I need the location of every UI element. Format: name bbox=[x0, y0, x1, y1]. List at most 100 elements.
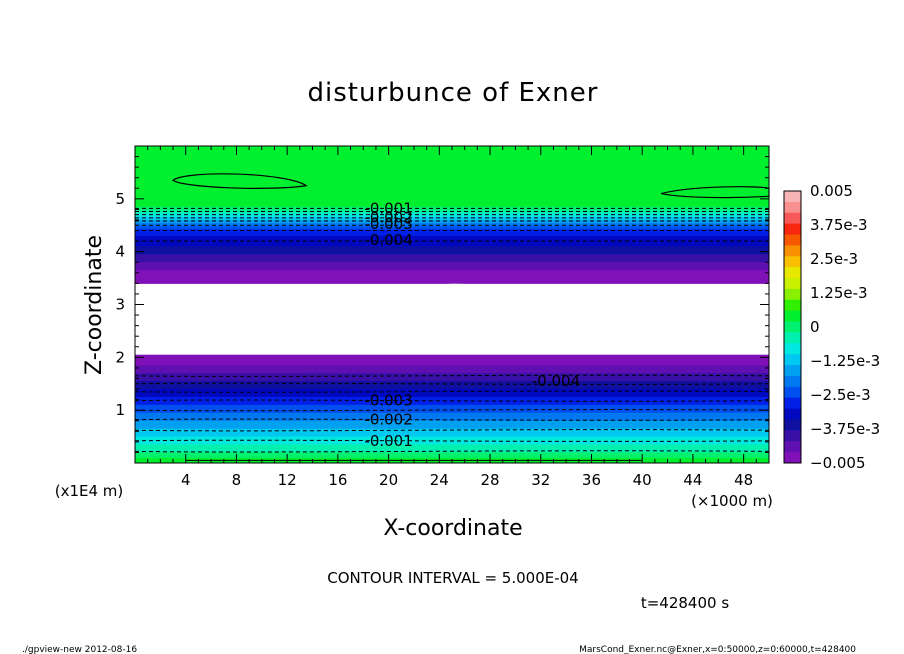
contour-dashed bbox=[134, 390, 770, 393]
colorbar-swatch bbox=[784, 332, 801, 344]
band-bottom bbox=[135, 412, 769, 422]
colorbar-frame bbox=[783, 190, 802, 464]
colorbar-swatch bbox=[784, 245, 801, 257]
band-top bbox=[135, 219, 769, 224]
data-source-info: MarsCond_Exner.nc@Exner,x=0:50000,z=0:60… bbox=[579, 645, 856, 654]
contour-lines bbox=[134, 173, 770, 461]
x-tick-label: 12 bbox=[278, 471, 297, 489]
band-bottom bbox=[135, 354, 769, 366]
colorbar-swatch bbox=[784, 430, 801, 442]
band-top bbox=[135, 254, 769, 263]
y-tick-label: 1 bbox=[115, 401, 125, 419]
plot-area: -0.001-0.002-0.003-0.004-0.004-0.003-0.0… bbox=[115, 145, 770, 489]
colorbar-swatch bbox=[784, 441, 801, 453]
colorbar-swatch bbox=[784, 408, 801, 420]
x-tick-label: 36 bbox=[582, 471, 601, 489]
y-tick-label: 2 bbox=[115, 348, 125, 366]
x-tick-label: 8 bbox=[232, 471, 242, 489]
colorbar-label: 1.25e-3 bbox=[810, 284, 868, 302]
contour-dashed bbox=[134, 382, 770, 385]
x-tick-label: 20 bbox=[379, 471, 398, 489]
colorbar bbox=[784, 191, 801, 464]
contour-dashed bbox=[134, 374, 770, 377]
program-info: ./gpview-new 2012-08-16 bbox=[22, 645, 137, 654]
band-bottom bbox=[135, 389, 769, 398]
y-axis-label: Z-coordinate bbox=[82, 235, 107, 375]
colorbar-swatch bbox=[784, 343, 801, 355]
colorbar-label: −2.5e-3 bbox=[810, 386, 871, 404]
contour-label: -0.002 bbox=[364, 208, 412, 226]
band-top bbox=[135, 206, 769, 211]
x-tick-label: 32 bbox=[531, 471, 550, 489]
band-bottom bbox=[135, 404, 769, 414]
colorbar-label: 3.75e-3 bbox=[810, 216, 868, 234]
contour-label: -0.004 bbox=[532, 372, 580, 390]
chart-title: disturbunce of Exner bbox=[308, 78, 599, 108]
band-top bbox=[135, 226, 769, 230]
y-tick-label: 3 bbox=[115, 296, 125, 314]
contour-labels: -0.001-0.002-0.003-0.004-0.004-0.003-0.0… bbox=[364, 199, 580, 449]
x-tick-label: 16 bbox=[328, 471, 347, 489]
x-unit-label: (×1000 m) bbox=[691, 492, 773, 510]
contour-dashed bbox=[134, 409, 770, 412]
colorbar-swatch bbox=[784, 201, 801, 214]
contour-dashed bbox=[134, 399, 770, 402]
band-bottom bbox=[135, 381, 769, 390]
band-top bbox=[135, 213, 769, 218]
colorbar-swatch bbox=[784, 278, 801, 290]
band-top bbox=[135, 262, 769, 271]
colorbar-label: −1.25e-3 bbox=[810, 352, 880, 370]
colorbar-label: 2.5e-3 bbox=[810, 250, 858, 268]
colorbar-swatch bbox=[784, 256, 801, 268]
colorbar-swatch bbox=[784, 365, 801, 377]
band-top bbox=[135, 146, 769, 208]
colorbar-swatch bbox=[784, 223, 801, 236]
band-bottom bbox=[135, 365, 769, 374]
x-tick-label: 44 bbox=[683, 471, 702, 489]
band-bottom bbox=[135, 373, 769, 382]
band-bottom bbox=[135, 428, 769, 438]
contour-label: -0.001 bbox=[364, 432, 412, 450]
colorbar-swatch bbox=[784, 267, 801, 279]
colorbar-swatch bbox=[784, 288, 801, 301]
band-bottom bbox=[135, 420, 769, 430]
contour-label: -0.003 bbox=[364, 392, 412, 410]
band-top bbox=[135, 216, 769, 221]
colorbar-swatch bbox=[784, 212, 801, 225]
colorbar-swatch bbox=[784, 375, 801, 388]
band-top bbox=[135, 210, 769, 215]
y-tick-label: 5 bbox=[115, 190, 125, 208]
band-bottom bbox=[135, 452, 769, 459]
colorbar-swatch bbox=[784, 386, 801, 399]
color-bands bbox=[135, 146, 769, 464]
gap-dip bbox=[439, 283, 554, 299]
band-top bbox=[135, 246, 769, 255]
colorbar-label: −0.005 bbox=[810, 454, 866, 472]
colorbar-swatch bbox=[784, 234, 801, 246]
contour-label: -0.004 bbox=[364, 231, 412, 249]
x-tick-label: 4 bbox=[181, 471, 191, 489]
contour-dashed bbox=[134, 429, 770, 432]
colorbar-label: 0 bbox=[810, 318, 820, 336]
contour-zero bbox=[172, 173, 308, 189]
y-tick-label: 4 bbox=[115, 243, 125, 261]
colorbar-swatch bbox=[784, 191, 801, 203]
y-axis-ticks: 1 2 3 4 5 bbox=[115, 156, 769, 453]
colorbar-swatch bbox=[784, 397, 801, 410]
band-top bbox=[135, 229, 769, 237]
contour-dashed bbox=[134, 439, 770, 442]
contour-dashed bbox=[134, 418, 770, 421]
contour-label: -0.003 bbox=[364, 215, 412, 233]
colorbar-label: 0.005 bbox=[810, 182, 853, 200]
x-tick-label: 40 bbox=[633, 471, 652, 489]
x-axis-ticks: 4 8 12 16 20 24 28 32 36 40 44 48 bbox=[147, 146, 757, 489]
contour-label: -0.002 bbox=[364, 411, 412, 429]
x-tick-label: 28 bbox=[480, 471, 499, 489]
colorbar-labels: 0.005 3.75e-3 2.5e-3 1.25e-3 0 −1.25e-3 −2.5e-… bbox=[810, 182, 880, 472]
contour-interval-text: CONTOUR INTERVAL = 5.000E-04 bbox=[327, 569, 578, 587]
colorbar-swatch bbox=[784, 452, 801, 464]
contour-label: -0.001 bbox=[364, 199, 412, 217]
colorbar-swatch bbox=[784, 354, 801, 366]
colorbar-swatch bbox=[784, 299, 801, 312]
colorbar-swatch bbox=[784, 321, 801, 333]
